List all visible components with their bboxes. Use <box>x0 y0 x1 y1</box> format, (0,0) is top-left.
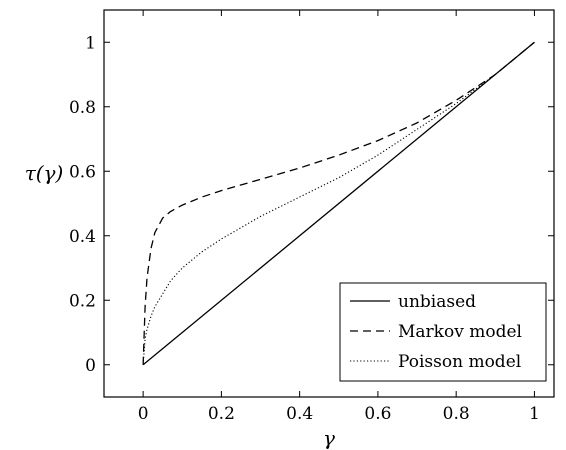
x-tick-label: 0 <box>138 404 149 424</box>
legend-label: unbiased <box>398 292 476 312</box>
legend-label: Markov model <box>398 322 522 342</box>
legend: unbiased Markov model Poisson model <box>339 282 547 382</box>
x-tick-label: 0.8 <box>443 404 470 424</box>
plot-frame <box>103 9 555 398</box>
y-tick-label: 0 <box>85 356 96 376</box>
legend-label: Poisson model <box>398 352 521 372</box>
y-tick-label: 0.4 <box>69 227 96 247</box>
x-tick-label: 0.2 <box>208 404 235 424</box>
legend-box <box>339 282 547 382</box>
series-line-2 <box>142 41 535 365</box>
x-tick-label: 0.6 <box>364 404 391 424</box>
axis-ticks: 0 0.2 0.4 0.6 0.8 1 0 0.2 0.4 0.6 0.8 1 <box>69 10 554 424</box>
series-line-1 <box>142 41 535 365</box>
y-tick-label: 0.2 <box>69 291 96 311</box>
y-axis-label: τ(γ) <box>25 161 64 185</box>
y-tick-label: 0.8 <box>69 98 96 118</box>
x-tick-label: 1 <box>529 404 540 424</box>
series-line-0 <box>142 41 535 366</box>
x-tick-label: 0.4 <box>286 404 313 424</box>
y-tick-label: 1 <box>85 33 96 53</box>
series-lines <box>142 41 535 366</box>
y-tick-label: 0.6 <box>69 162 96 182</box>
x-axis-label: γ <box>323 426 335 450</box>
